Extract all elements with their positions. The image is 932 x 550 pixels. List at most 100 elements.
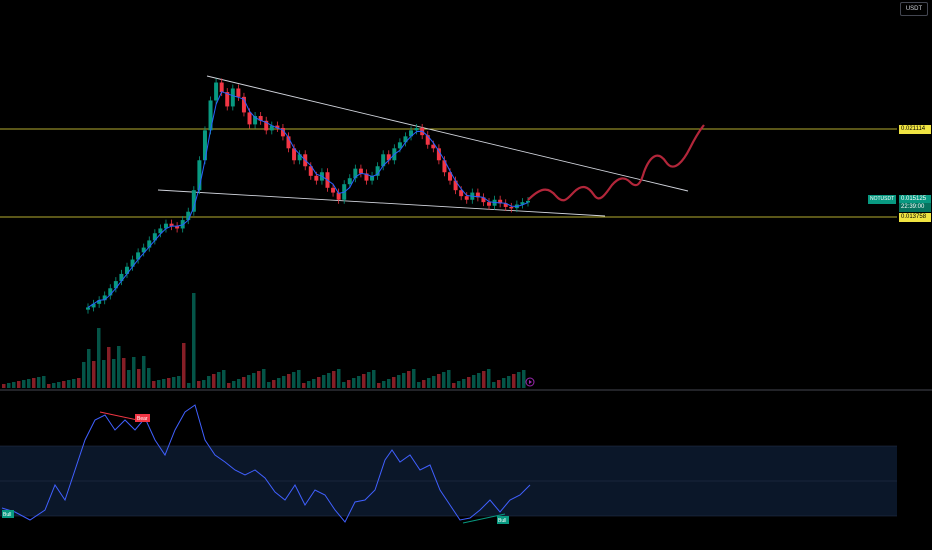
volume-bar — [332, 371, 336, 388]
volume-bar — [227, 383, 231, 388]
candle — [152, 233, 157, 241]
volume-bar — [302, 383, 306, 388]
volume-bar — [497, 380, 501, 388]
candle — [230, 88, 235, 107]
bear-label-box — [135, 414, 150, 422]
volume-bar — [217, 372, 221, 388]
volume-bar — [17, 381, 21, 388]
volume-bar — [112, 359, 116, 388]
volume-bar — [27, 379, 31, 388]
volume-bar — [267, 382, 271, 388]
currency-button[interactable]: USDT — [900, 2, 928, 16]
candle — [186, 211, 191, 221]
candle — [258, 116, 263, 121]
candle — [314, 175, 319, 181]
volume-bar — [482, 371, 486, 388]
volume-bar — [207, 376, 211, 388]
candle — [520, 202, 525, 205]
volume-bar — [252, 373, 256, 388]
candle — [431, 144, 436, 149]
candle — [292, 148, 297, 161]
volume-bar — [297, 370, 301, 388]
volume-bar — [337, 369, 341, 388]
volume-bar — [52, 383, 56, 388]
lower-trendline[interactable] — [157, 189, 606, 217]
candle — [225, 92, 230, 107]
volume-bar — [102, 360, 106, 388]
volume-bar — [382, 381, 386, 388]
volume-bar — [57, 382, 61, 388]
volume-bar — [147, 368, 151, 388]
volume-bar — [187, 383, 191, 388]
volume-bar — [122, 358, 126, 388]
volume-bar — [182, 343, 186, 388]
volume-bar — [287, 374, 291, 388]
candle — [297, 154, 302, 161]
candle — [264, 120, 269, 131]
candle — [358, 168, 363, 174]
candle — [487, 202, 492, 206]
volume-bar — [322, 375, 326, 388]
candle — [136, 252, 141, 260]
candle — [202, 130, 207, 161]
candle — [414, 127, 419, 131]
volume-bar — [232, 381, 236, 388]
volume-bar — [132, 357, 136, 388]
candle — [386, 154, 391, 161]
volume-bar — [487, 369, 491, 388]
bear-label: Bear — [137, 416, 148, 422]
candle — [459, 190, 464, 197]
volume-bar — [397, 375, 401, 388]
volume-bar — [347, 380, 351, 388]
volume-bar — [97, 328, 101, 388]
volume-bar — [2, 384, 6, 388]
volume-bar — [242, 377, 246, 388]
volume-bar — [117, 346, 121, 388]
volume-bar — [377, 383, 381, 388]
candle — [219, 82, 224, 93]
volume-bar — [432, 376, 436, 388]
volume-bar — [512, 374, 516, 388]
volume-bar — [87, 349, 91, 388]
volume-bar — [282, 376, 286, 388]
candle — [214, 82, 219, 101]
volume-bar — [517, 372, 521, 388]
volume-bar — [257, 371, 261, 388]
bull-label-box-right — [497, 516, 509, 524]
candle — [253, 116, 258, 125]
candle — [236, 88, 241, 97]
play-icon[interactable] — [525, 377, 535, 387]
volume-bar — [137, 369, 141, 388]
volume-bar — [352, 378, 356, 388]
candle — [147, 240, 152, 248]
candle — [163, 223, 168, 229]
candle — [86, 307, 90, 310]
volume-bar — [212, 374, 216, 388]
projection-path[interactable] — [527, 124, 705, 202]
candle — [269, 125, 274, 131]
volume-bar — [167, 378, 171, 388]
rsi-line — [1, 404, 531, 523]
volume-bar — [7, 383, 11, 388]
volume-bar — [222, 370, 226, 388]
candle — [191, 190, 196, 212]
volume-bar — [82, 362, 86, 388]
support-price-tag: 0.013758 — [899, 213, 931, 222]
candle — [197, 160, 202, 191]
resistance-price-tag: 0.021114 — [899, 125, 931, 134]
candle — [158, 228, 163, 234]
volume-bar — [62, 381, 66, 388]
volume-bar — [192, 293, 196, 388]
volume-bar — [492, 382, 496, 388]
candle — [509, 206, 514, 209]
volume-bar — [67, 380, 71, 388]
volume-bar — [177, 376, 181, 388]
volume-bar — [237, 379, 241, 388]
volume-bar — [12, 382, 16, 388]
candle — [113, 281, 118, 289]
candle — [175, 226, 180, 229]
upper-trendline[interactable] — [206, 75, 689, 192]
volume-bar — [142, 356, 146, 388]
volume-bar — [472, 375, 476, 388]
